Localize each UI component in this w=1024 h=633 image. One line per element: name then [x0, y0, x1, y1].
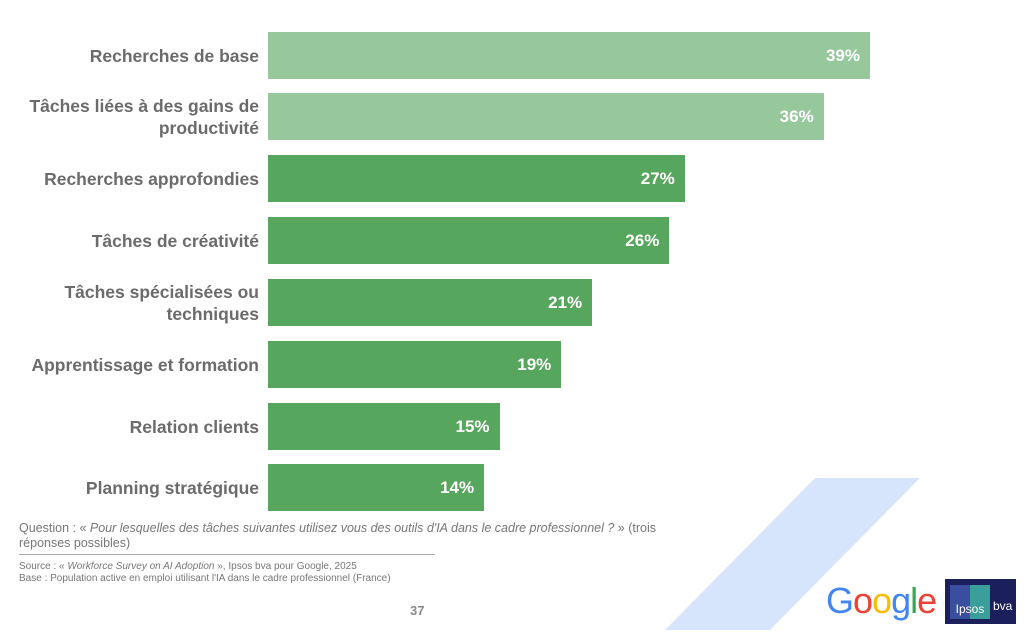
page-number: 37	[410, 603, 425, 618]
category-label-text: Recherches approfondies	[44, 168, 259, 189]
category-label-text: Tâches de créativité	[91, 230, 259, 251]
data-label: 26%	[625, 231, 660, 250]
data-label: 15%	[455, 417, 490, 436]
category-label: Tâches liées à des gains de productivité	[0, 93, 259, 140]
category-label-text: Apprentissage et formation	[31, 354, 259, 375]
category-label: Relation clients	[0, 403, 259, 450]
ipsos-bva-logo: Ipsos bva	[945, 579, 1016, 624]
category-label: Tâches de créativité	[0, 217, 259, 264]
bar	[268, 155, 685, 202]
category-label: Recherches approfondies	[0, 155, 259, 202]
data-label: 14%	[440, 478, 475, 497]
data-label: 19%	[517, 355, 552, 374]
bar	[268, 279, 593, 326]
bar	[268, 464, 485, 511]
google-logo: Google	[826, 580, 937, 621]
category-label: Planning stratégique	[0, 464, 259, 511]
category-label: Apprentissage et formation	[0, 341, 259, 388]
bar	[268, 32, 870, 79]
data-label: 27%	[640, 169, 675, 188]
bar	[268, 93, 824, 140]
question-text: Question : « Pour lesquelles des tâches …	[19, 521, 657, 550]
category-label-text: Tâches liées à des gains de productivité	[29, 95, 259, 138]
data-label: 36%	[779, 107, 814, 126]
data-label: 39%	[825, 46, 860, 65]
category-label: Tâches spécialisées ou techniques	[0, 279, 259, 326]
category-label: Recherches de base	[0, 32, 259, 79]
source-text: Source : « Workforce Survey on AI Adopti…	[19, 561, 391, 584]
bar	[268, 217, 670, 264]
base-text: Base : Population active en emploi utili…	[19, 573, 391, 584]
category-label-text: Planning stratégique	[85, 477, 259, 498]
category-label-text: Recherches de base	[89, 45, 259, 66]
divider	[19, 554, 435, 555]
bar	[268, 341, 562, 388]
category-label-text: Tâches spécialisées ou techniques	[64, 281, 259, 324]
category-label-text: Relation clients	[129, 416, 259, 437]
bar	[268, 403, 500, 450]
data-label: 21%	[548, 293, 583, 312]
